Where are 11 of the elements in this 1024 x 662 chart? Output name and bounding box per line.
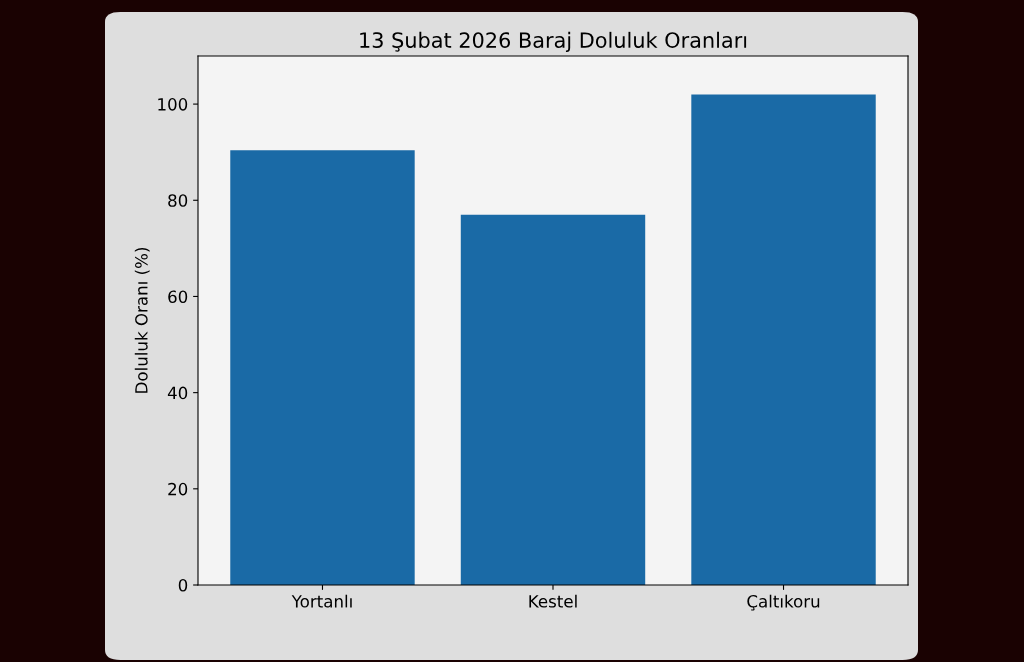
x-tick-label: Yortanlı [291, 594, 352, 608]
chart-title: 13 Şubat 2026 Baraj Doluluk Oranları [360, 31, 747, 52]
y-axis-title: Doluluk Oranı (%) [134, 247, 150, 393]
y-tick-label: 20 [168, 482, 188, 496]
y-tick-label: 0 [178, 578, 188, 592]
x-tick-label: Çaltıkoru [747, 594, 820, 611]
y-tick-label: 60 [168, 290, 188, 304]
x-tick-label: Kestel [529, 594, 577, 608]
y-tick-label: 40 [167, 386, 188, 400]
y-tick-label: 80 [168, 194, 188, 207]
y-tick-label: 100 [158, 98, 188, 111]
